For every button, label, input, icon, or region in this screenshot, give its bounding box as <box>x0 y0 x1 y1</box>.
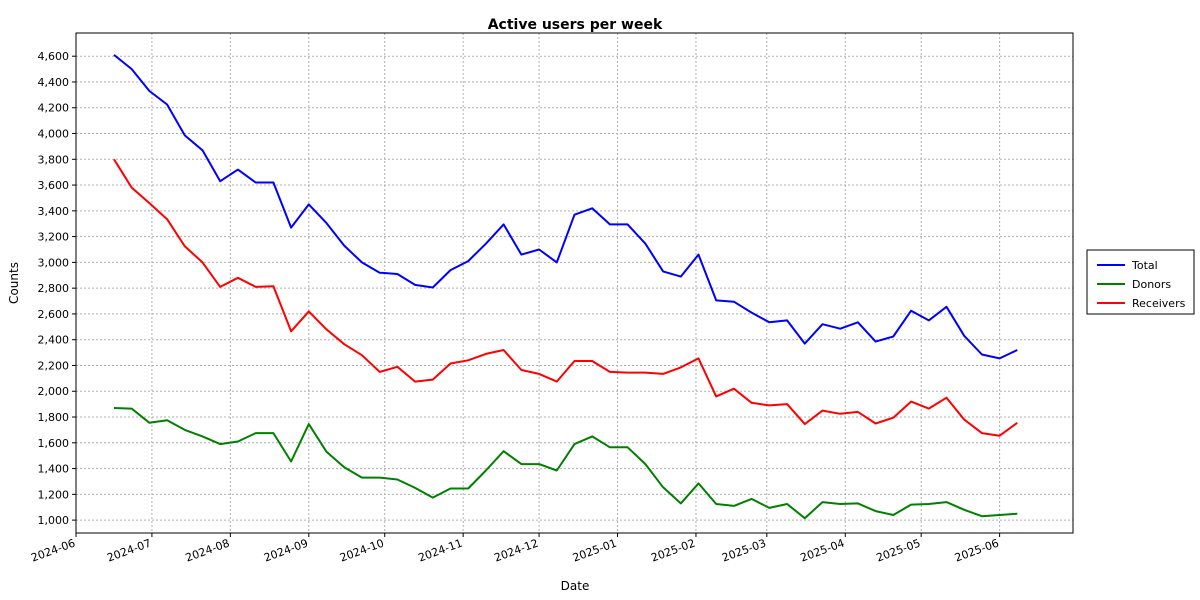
series-layer <box>113 54 1018 520</box>
y-tick-label: 2,200 <box>38 359 70 372</box>
legend-box <box>1086 249 1195 315</box>
grid <box>75 33 1073 533</box>
y-tick-label: 1,800 <box>38 411 70 424</box>
y-axis: 1,000 1,200 1,400 1,600 1,800 2,000 2,200 2,400… <box>38 50 76 527</box>
x-axis-label: Date <box>561 579 590 593</box>
y-tick-label: 1,600 <box>38 437 70 450</box>
series-line-receivers <box>113 158 1018 437</box>
y-tick-label: 3,600 <box>38 179 70 192</box>
y-tick-label: 2,800 <box>38 282 70 295</box>
y-tick-label: 2,000 <box>38 385 70 398</box>
legend-label-donors: Donors <box>1132 278 1171 291</box>
legend: Total Donors Receivers <box>1086 249 1195 315</box>
y-tick-label: 3,800 <box>38 153 70 166</box>
y-tick-label: 2,400 <box>38 334 70 347</box>
y-tick-label: 1,400 <box>38 463 70 476</box>
legend-label-receivers: Receivers <box>1132 297 1186 310</box>
y-tick-label: 4,200 <box>38 102 70 115</box>
y-tick-label: 3,200 <box>38 231 70 244</box>
y-tick-label: 4,600 <box>38 50 70 63</box>
plot-frame <box>75 32 1074 534</box>
y-tick-label: 4,400 <box>38 76 70 89</box>
y-tick-label: 1,200 <box>38 488 70 501</box>
y-tick-label: 4,000 <box>38 128 70 141</box>
series-line-donors <box>113 407 1018 520</box>
y-tick-label: 3,000 <box>38 256 70 269</box>
y-tick-label: 2,600 <box>38 308 70 321</box>
y-tick-label: 1,000 <box>38 514 70 527</box>
y-tick-label: 3,400 <box>38 205 70 218</box>
series-line-total <box>113 54 1018 360</box>
legend-label-total: Total <box>1131 259 1158 272</box>
chart-title: Active users per week <box>488 17 663 33</box>
y-axis-label: Counts <box>7 262 21 304</box>
